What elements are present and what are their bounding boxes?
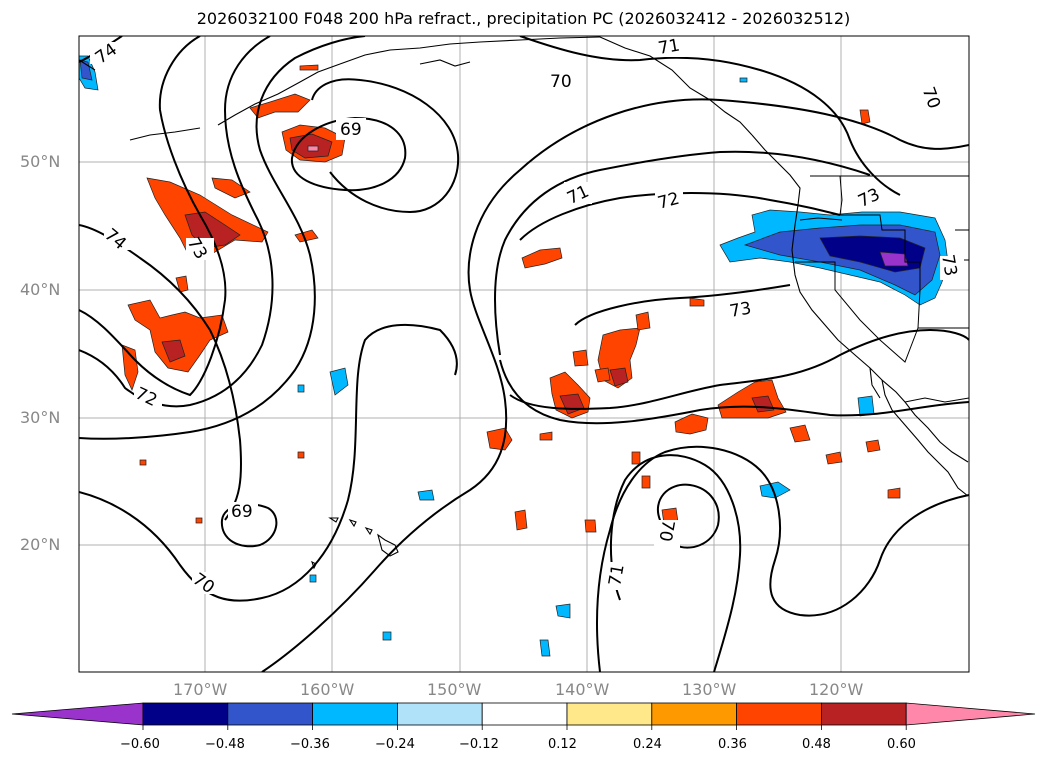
colorbar-tick-label: 0.24	[633, 737, 662, 752]
contour-label: 71	[657, 35, 682, 58]
contour-72-lower	[509, 328, 969, 410]
contour-70-southwest	[79, 323, 458, 602]
colorbar-tick-label: −0.12	[459, 737, 499, 752]
contour-label: 71	[605, 563, 628, 588]
contour-71-east	[519, 36, 901, 196]
contour-72	[79, 36, 274, 408]
colorbar-tick-label: −0.48	[205, 737, 245, 752]
colorbar-tick-label: 0.48	[802, 737, 831, 752]
coastline-west-coast-north-america	[751, 134, 969, 463]
colorbar-tick-label: −0.36	[290, 737, 330, 752]
colorbar-segment	[821, 702, 907, 726]
contour-label-group: 74 74 73 72 71 70 70 69 69 71 72 73 73	[90, 35, 964, 598]
colorbar-extend-min	[11, 702, 144, 726]
colorbar-segment	[736, 702, 822, 726]
contour-label: 70	[654, 518, 677, 543]
lon-label-140w: 140°W	[555, 680, 610, 699]
map-border	[78, 35, 970, 673]
contour-label: 70	[550, 72, 572, 92]
colorbar-segment	[227, 702, 314, 726]
contour-label: 69	[231, 502, 253, 522]
contour-71-west	[79, 36, 366, 440]
contour-label: 73	[937, 253, 960, 278]
contour-69-north	[290, 116, 407, 192]
colorbar-tick-label: −0.60	[120, 737, 160, 752]
lat-label-50n: 50°N	[20, 152, 61, 171]
coastline-alaska-peninsula	[217, 63, 341, 126]
political-boundaries	[795, 175, 969, 403]
colorbar-segment	[651, 702, 737, 726]
colorbar-segment	[481, 702, 568, 726]
colorbar-tick-label: 0.36	[718, 737, 747, 752]
lon-label-150w: 150°W	[427, 680, 482, 699]
contour-73	[79, 36, 227, 397]
colorbar-tick-label: 0.12	[548, 737, 577, 752]
colorbar-segment	[396, 702, 483, 726]
coastline-gulf-of-alaska	[339, 36, 601, 65]
colorbar-segment	[142, 702, 229, 726]
colorbar-extend-max	[905, 702, 1036, 726]
lon-label-120w: 120°W	[809, 680, 864, 699]
lon-label-160w: 160°W	[300, 680, 355, 699]
contour-label: 73	[728, 298, 753, 321]
contour-label: 69	[340, 120, 362, 140]
contour-73-east	[574, 284, 791, 326]
contour-70-northwest	[311, 78, 460, 214]
state-boundary-1	[839, 175, 969, 329]
colorbar	[11, 702, 1036, 730]
colorbar-tick-label: −0.24	[375, 737, 415, 752]
lon-label-170w: 170°W	[173, 680, 228, 699]
lat-label-20n: 20°N	[20, 535, 61, 554]
map-title: 2026032100 F048 200 hPa refract., precip…	[196, 9, 851, 28]
contour-71-lower-east	[596, 445, 969, 672]
lon-label-130w: 130°W	[682, 680, 737, 699]
contour-71-lower	[499, 359, 969, 425]
colorbar-tick-label: 0.60	[887, 737, 916, 752]
state-boundary-3	[795, 261, 919, 363]
coastline-baja-california	[881, 379, 969, 497]
lat-label-40n: 40°N	[20, 280, 61, 299]
colorbar-segment	[312, 702, 398, 726]
contour-70-long	[261, 98, 969, 672]
lat-label-30n: 30°N	[20, 408, 61, 427]
us-mexico-border	[904, 397, 969, 403]
colorbar-segment	[566, 702, 653, 726]
coastlines	[79, 36, 969, 570]
contour-71-middle	[494, 150, 871, 356]
state-boundary-2	[799, 217, 843, 221]
